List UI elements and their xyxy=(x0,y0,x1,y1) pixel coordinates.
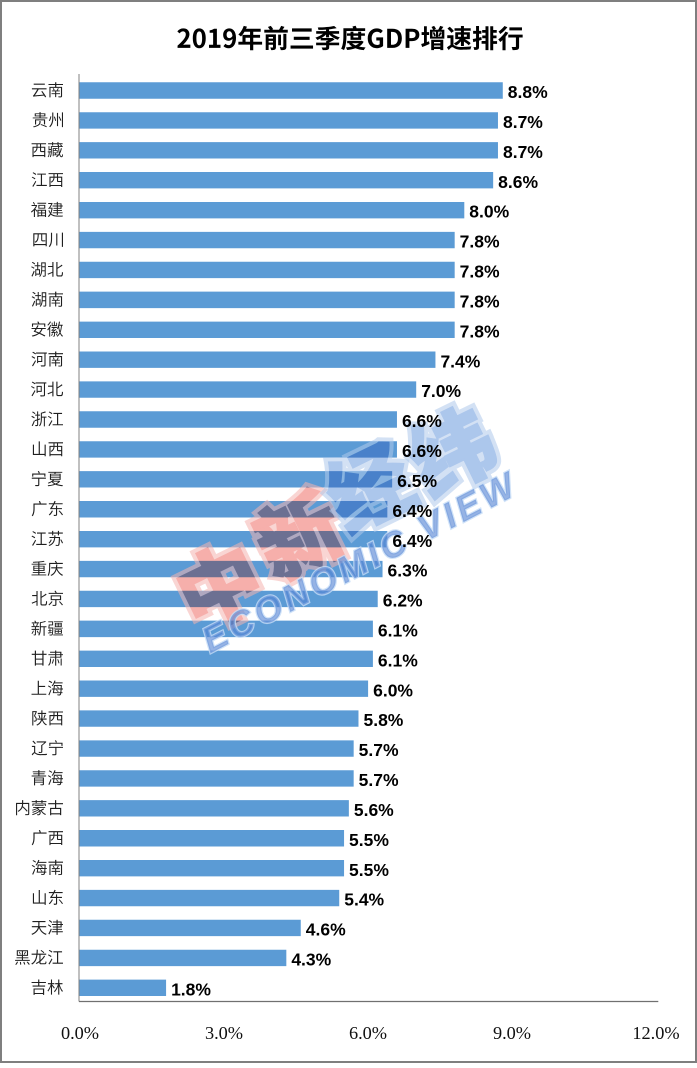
svg-text:8.7%: 8.7% xyxy=(503,142,543,162)
svg-text:7.8%: 7.8% xyxy=(460,321,500,341)
svg-text:7.4%: 7.4% xyxy=(440,351,480,371)
svg-text:5.7%: 5.7% xyxy=(359,740,399,760)
svg-text:9.0%: 9.0% xyxy=(493,1023,531,1043)
svg-text:1.8%: 1.8% xyxy=(171,979,211,999)
svg-text:3.0%: 3.0% xyxy=(205,1023,243,1043)
svg-text:6.4%: 6.4% xyxy=(392,501,432,521)
svg-text:5.5%: 5.5% xyxy=(349,830,389,850)
svg-text:6.5%: 6.5% xyxy=(397,471,437,491)
svg-text:4.3%: 4.3% xyxy=(291,949,331,969)
svg-text:6.4%: 6.4% xyxy=(392,531,432,551)
svg-text:6.2%: 6.2% xyxy=(383,591,423,611)
svg-text:7.8%: 7.8% xyxy=(460,262,500,282)
svg-text:5.7%: 5.7% xyxy=(359,770,399,790)
svg-text:5.5%: 5.5% xyxy=(349,860,389,880)
svg-text:8.6%: 8.6% xyxy=(498,172,538,192)
svg-text:8.8%: 8.8% xyxy=(508,82,548,102)
svg-text:5.8%: 5.8% xyxy=(363,710,403,730)
svg-text:7.8%: 7.8% xyxy=(460,232,500,252)
svg-text:4.6%: 4.6% xyxy=(306,920,346,940)
svg-text:8.7%: 8.7% xyxy=(503,112,543,132)
svg-text:6.1%: 6.1% xyxy=(378,650,418,670)
svg-text:0.0%: 0.0% xyxy=(61,1023,99,1043)
svg-text:6.0%: 6.0% xyxy=(373,680,413,700)
svg-text:8.0%: 8.0% xyxy=(469,202,509,222)
svg-text:7.0%: 7.0% xyxy=(421,381,461,401)
svg-text:6.3%: 6.3% xyxy=(388,561,428,581)
svg-text:7.8%: 7.8% xyxy=(460,291,500,311)
svg-text:5.6%: 5.6% xyxy=(354,800,394,820)
svg-text:6.6%: 6.6% xyxy=(402,411,442,431)
svg-text:6.1%: 6.1% xyxy=(378,620,418,640)
svg-text:5.4%: 5.4% xyxy=(344,890,384,910)
svg-text:12.0%: 12.0% xyxy=(632,1023,679,1043)
svg-text:6.0%: 6.0% xyxy=(349,1023,387,1043)
svg-text:6.6%: 6.6% xyxy=(402,441,442,461)
